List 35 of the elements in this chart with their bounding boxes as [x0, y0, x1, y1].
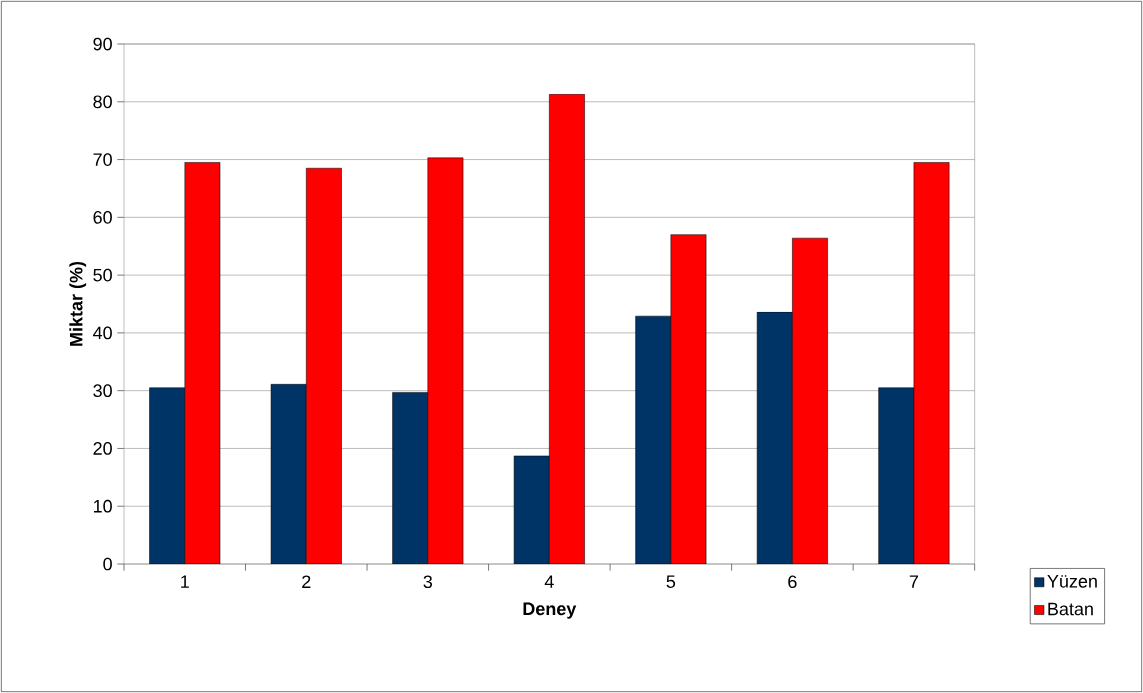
bar [913, 162, 950, 564]
x-tick-label: 1 [181, 575, 189, 588]
y-tick-label: 40 [93, 326, 112, 340]
bar [792, 237, 828, 564]
legend-label: Yüzen [1047, 575, 1097, 588]
y-tick-label: 50 [93, 268, 112, 282]
y-tick-label: 60 [93, 210, 112, 224]
y-tick-label: 30 [93, 384, 112, 398]
y-tick-label: 90 [93, 37, 112, 51]
bar [549, 94, 585, 564]
y-axis-title: Miktar (%) [69, 261, 87, 346]
x-tick-label: 6 [788, 575, 797, 589]
y-tick-label: 10 [93, 499, 112, 513]
bar [878, 387, 915, 564]
x-tick-label: 2 [302, 575, 311, 588]
bar [149, 387, 186, 564]
bar [635, 315, 672, 564]
bar [270, 384, 307, 564]
x-tick-label: 4 [544, 575, 554, 588]
x-tick-label: 5 [666, 575, 676, 588]
bar [756, 311, 793, 564]
bar [513, 455, 550, 564]
x-tick-label: 7 [909, 575, 919, 588]
bar [184, 162, 221, 564]
y-tick-label: 0 [103, 557, 112, 571]
legend-label: Batan [1048, 602, 1093, 616]
bar [427, 157, 464, 564]
x-axis-title: Deney [523, 602, 577, 619]
y-tick-label: 70 [93, 153, 112, 166]
x-tick-label: 3 [423, 575, 433, 589]
y-tick-label: 20 [93, 442, 112, 455]
bar [306, 167, 342, 564]
bar [670, 234, 707, 564]
y-tick-label: 80 [93, 95, 112, 109]
bar [392, 392, 429, 564]
